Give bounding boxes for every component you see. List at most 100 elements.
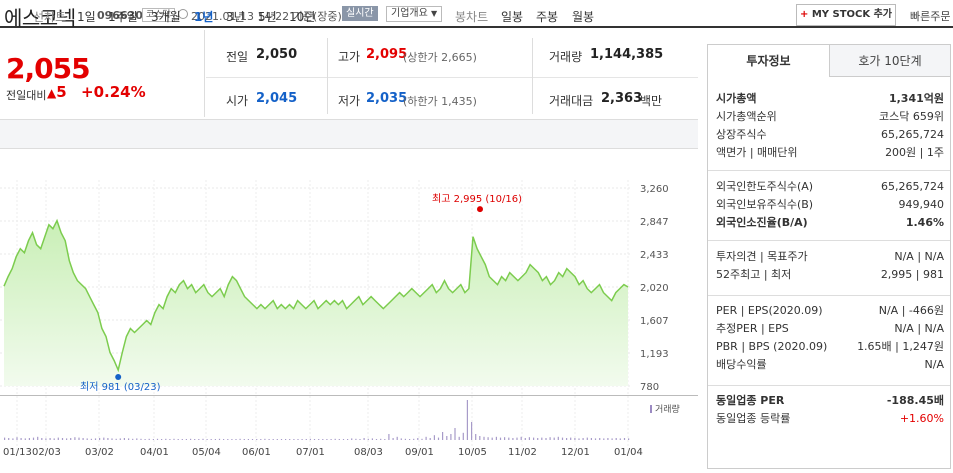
volume-bar: [206, 439, 208, 440]
volume-bar: [177, 439, 179, 440]
info-row: PBR | BPS (2020.09) 1.65배 | 1,247원: [716, 338, 944, 356]
tab-daily-candle[interactable]: 일봉: [501, 10, 524, 24]
volume-bar: [512, 438, 514, 440]
tab-1year[interactable]: 1년: [194, 10, 214, 24]
volume-bar: [499, 437, 502, 440]
volume-bar: [305, 439, 307, 440]
tab-3month[interactable]: 3개월: [151, 10, 181, 24]
volume-bar: [458, 436, 460, 440]
volume-bar: [533, 437, 535, 440]
x-tick-label: 10/05: [458, 447, 487, 458]
x-tick-label: 09/01: [405, 447, 434, 458]
x-tick-label: 02/03: [32, 447, 61, 458]
volume-bar: [520, 436, 522, 440]
volume-bar: [326, 439, 328, 440]
volume-bar: [359, 439, 361, 440]
volume-bar: [413, 438, 415, 440]
y-tick-label: 2,847: [640, 217, 669, 228]
low-value: 2,035: [366, 91, 408, 106]
volume-bar: [136, 438, 138, 440]
info-row-label: 시가총액순위: [716, 110, 777, 123]
volume-bar: [355, 438, 357, 440]
add-mystock-button[interactable]: + MY STOCK 추가: [796, 4, 896, 26]
tab-5year[interactable]: 5년: [258, 10, 277, 24]
volume-bar: [433, 435, 435, 440]
volume-bar: [442, 432, 444, 440]
volume-bar: [132, 438, 134, 440]
tab-quote-10[interactable]: 호가 10단계: [829, 45, 950, 77]
volume-bar: [400, 438, 402, 440]
volume-bar: [128, 438, 130, 440]
invest-info-panel: 투자정보 호가 10단계 시가총액 1,341억원 시가총액순위 코스닥 659위 상장…: [707, 44, 951, 469]
info-row-label: 배당수익률: [716, 358, 767, 371]
info-row-value: 65,265,724: [881, 128, 944, 141]
volume-bar: [198, 439, 200, 440]
line-chart-group-label: 선차트: [33, 10, 67, 24]
volume-bar: [623, 438, 626, 440]
realtime-button[interactable]: 실시간: [342, 6, 378, 21]
tab-1week[interactable]: 1주일: [108, 10, 138, 24]
company-info-dropdown[interactable]: 기업개요 ▼: [386, 6, 443, 22]
x-tick-label: 12/01: [561, 447, 590, 458]
company-info-label: 기업개요: [391, 8, 428, 19]
stock-header: [0, 0, 953, 28]
tab-invest-info[interactable]: 투자정보: [708, 45, 829, 77]
x-tick-label: 08/03: [354, 447, 383, 458]
volume-bar: [516, 437, 518, 440]
info-row-label: 외국인보유주식수(B): [716, 198, 814, 211]
high-marker: [477, 206, 483, 213]
tab-weekly-candle[interactable]: 주봉: [536, 10, 559, 24]
amount-value: 2,363: [601, 91, 643, 106]
tab-10year[interactable]: 10년: [289, 10, 316, 24]
volume-bar: [545, 438, 547, 440]
volume-bar: [276, 439, 278, 440]
info-row-label: PBR | BPS (2020.09): [716, 340, 828, 353]
tab-1day[interactable]: 1일: [77, 10, 96, 24]
x-tick-label: 06/01: [242, 447, 271, 458]
volume-bar: [611, 438, 613, 440]
volume-bar: [70, 438, 72, 440]
volume-bar: [549, 437, 551, 440]
volume-bar: [375, 439, 378, 440]
tab-3year[interactable]: 3년: [226, 10, 245, 24]
volume-bar: [210, 439, 212, 440]
volume-bar: [338, 439, 340, 440]
y-tick-label: 1,193: [640, 349, 669, 360]
volume-bar: [53, 438, 55, 440]
x-tick-label: 05/04: [192, 447, 221, 458]
volume-bar: [239, 438, 241, 440]
volume-bar: [202, 438, 204, 440]
info-row: 외국인소진율(B/A) 1.46%: [716, 214, 944, 232]
volume-bar: [20, 438, 22, 440]
volume-bar: [524, 438, 526, 440]
volume-bar: [479, 436, 481, 440]
stats-divider: [206, 77, 698, 78]
tab-monthly-candle[interactable]: 월봉: [572, 10, 595, 24]
x-tick-label: 11/02: [508, 447, 537, 458]
quick-order-link[interactable]: 빠른주문: [910, 10, 951, 23]
volume-bar: [57, 437, 59, 440]
volume-bar: [607, 438, 609, 440]
volume-bar: [169, 439, 171, 440]
volume-bar: [462, 432, 464, 440]
info-row-value: +1.60%: [899, 412, 944, 425]
stats-vsep: [532, 38, 533, 114]
price-chart[interactable]: 3,260 2,847 2,433 2,020 1,607 1,193 780 최고 2,9…: [0, 150, 698, 473]
info-row-label: 외국인소진율(B/A): [716, 216, 808, 229]
change-amount: 5: [56, 83, 67, 101]
volume-bar: [243, 439, 245, 440]
volume-bar: [107, 438, 109, 440]
info-row: 상장주식수 65,265,724: [716, 126, 944, 144]
y-tick-label: 2,433: [640, 250, 669, 261]
volume-bar: [628, 438, 630, 440]
info-row: 52주최고 | 최저 2,995 | 981: [716, 266, 944, 284]
info-row-label: PER | EPS(2020.09): [716, 304, 823, 317]
info-row-value: 200원 | 1주: [885, 146, 944, 159]
info-row-value: 65,265,724: [881, 180, 944, 193]
volume-bar: [280, 439, 283, 440]
volume-bar: [396, 436, 398, 440]
volume-bar: [429, 438, 431, 440]
volume-bar: [165, 438, 167, 440]
change-value: ▲5: [47, 83, 67, 101]
volume-bar: [590, 438, 592, 440]
